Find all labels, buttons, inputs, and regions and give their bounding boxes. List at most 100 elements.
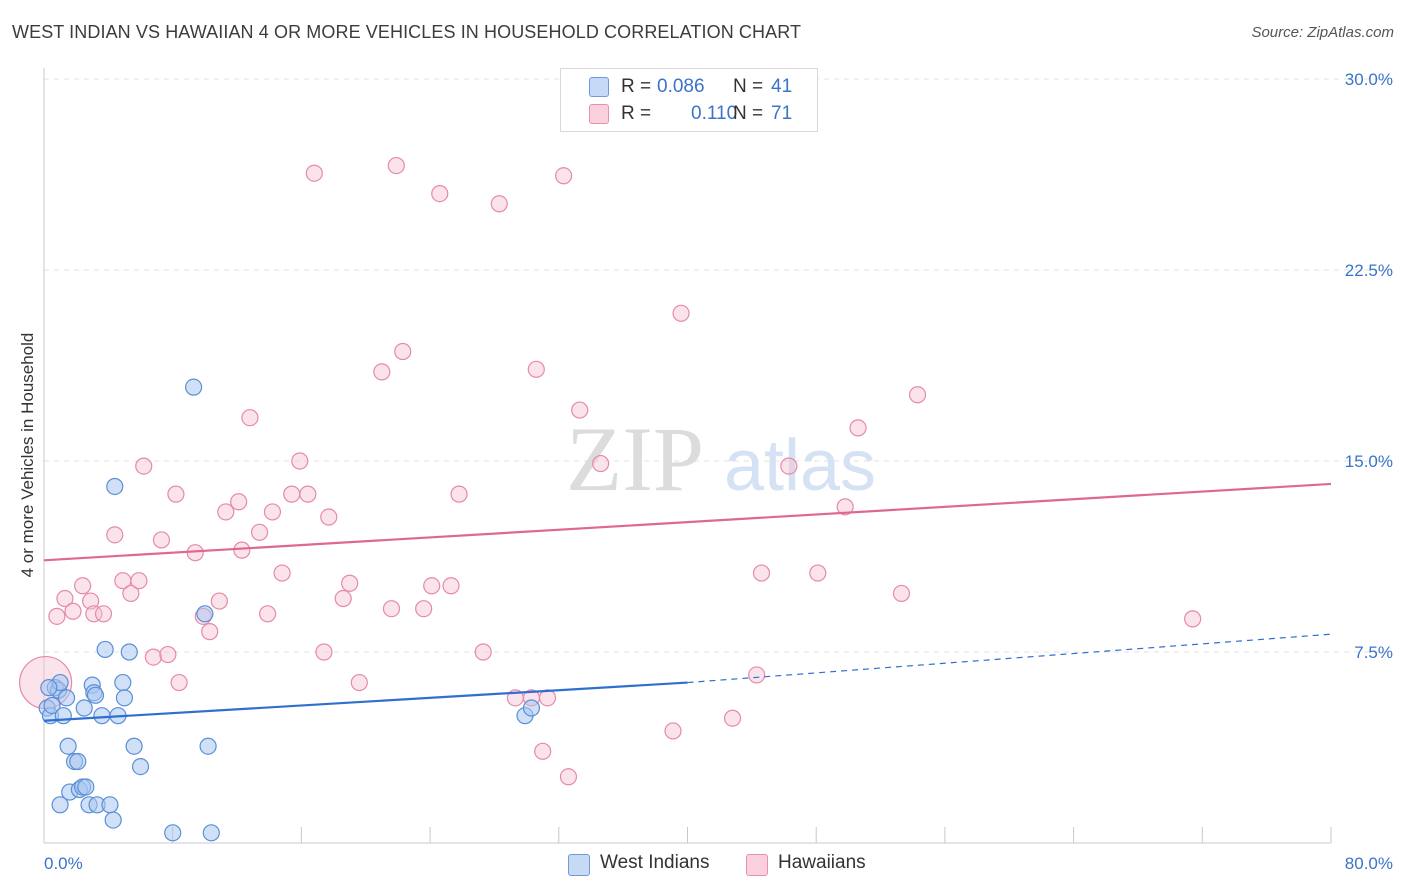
hawaiians-point [106,526,124,544]
west-indians-point [196,605,214,623]
hawaiians-point [48,607,66,625]
chart-title: WEST INDIAN VS HAWAIIAN 4 OR MORE VEHICL… [12,22,802,42]
hawaiians-point [571,401,589,419]
hawaiians-point [442,577,460,595]
x-tick-label: 0.0% [44,854,83,873]
hawaiians-point [159,645,177,664]
west-indians-point [115,689,134,707]
legend-n-value: 71 [771,103,793,124]
legend-n-value: 41 [771,76,793,97]
west-indians-point [125,737,143,755]
west-indians-point [101,796,119,814]
legend-r-value: 0.110 [691,103,738,124]
hawaiians-point [230,493,248,511]
legend-n-label: N = [733,103,764,124]
hawaiians-point [559,768,578,786]
west-indians-point [86,686,105,704]
legend-r-label: R = [621,103,652,124]
hawaiians-point [474,643,492,661]
west-indians-point [199,737,217,755]
hawaiians-point [259,605,277,623]
hawaiians-point [892,584,911,603]
tick-labels: 7.5% 15.0% 22.5% 30.0% 0.0% 80.0% [44,70,1393,873]
gridlines [44,78,1392,653]
west-indians-point [57,689,76,707]
hawaiians-point [233,541,251,559]
bottom-legend-swatch-blue [568,854,590,876]
hawaiians-point [201,623,219,641]
hawaiians-point [836,498,854,516]
west-indians-point [59,737,77,755]
west-indians-point [106,477,124,496]
hawaiians-point [299,485,317,503]
source-label: Source: ZipAtlas.com [1251,24,1394,41]
hawaiians-point [334,589,352,608]
hawaiians-point [341,574,359,592]
hawaiians-point [752,564,771,582]
hawaiians-point [415,600,433,618]
hawaiians-point [273,564,291,582]
west-indians-point [43,696,61,715]
hawaiians-point [320,508,338,526]
west-indians-point [75,699,93,717]
hawaiians-point [350,673,368,692]
watermark-atlas: atlas [724,426,876,506]
hawaiians-point [849,419,867,437]
legend-n-label: N = [733,76,764,97]
hawaiians-point [170,673,188,692]
west-indians-point [104,811,122,829]
hawaiians-point [394,342,412,361]
trend-lines [43,482,1332,722]
west-indians-point [77,778,95,796]
hawaiians-point [527,360,545,378]
hawaiians-point [431,185,449,203]
hawaiians-point [423,577,441,595]
hawaiians-point [748,666,766,684]
hawaiians-point [382,600,401,618]
hawaiians-point [74,577,92,595]
hawaiians-point [135,457,153,475]
hawaiians-point [152,531,171,549]
west-indians-point [54,707,72,725]
west-indians-point [202,824,220,842]
correlation-legend: R = 0.086 N = 41 R = 0.110 N = 71 [560,68,818,132]
hawaiians-point [305,164,323,182]
hawaiians-point [217,503,235,521]
hawaiians-point [664,722,682,740]
legend-r-label: R = [621,76,652,97]
hawaiians-point [672,304,690,322]
hawaiians-point [387,156,405,175]
hawaiians-point [64,602,82,620]
hawaiians-point [263,503,282,521]
legend-swatch-blue [589,77,609,97]
hawaiians-point [250,523,269,541]
hawaiians-point [373,363,391,381]
hawaiians-point [210,592,228,610]
hawaiians-point [130,572,148,590]
y-tick-label: 22.5% [1345,261,1393,280]
y-tick-label: 30.0% [1345,70,1393,89]
west-indians-point [185,378,203,396]
west-indians-point [522,699,541,717]
legend-swatch-pink [589,104,609,124]
west-indians-point [114,673,132,692]
hawaiians-point [450,485,468,503]
west-indians-point [40,679,58,697]
hawaiians-point [85,605,103,623]
hawaiians-point [94,605,113,623]
west-indians-point [96,640,114,659]
y-tick-label: 15.0% [1345,452,1393,471]
hawaiians-point [723,709,742,727]
hawaiians-point [809,564,827,582]
legend-r-value: 0.086 [657,76,705,97]
hawaiians-point [490,195,508,213]
west-indians-trend-extension [687,633,1332,684]
hawaiians-trend-line [43,482,1332,562]
hawaiians-point [167,485,185,503]
hawaiians-point [283,485,301,503]
x-tick-label: 80.0% [1345,854,1393,873]
hawaiians-point [56,589,74,608]
west-indians-point [120,643,138,661]
hawaiians-point [315,643,333,661]
hawaiians-point [592,454,610,473]
